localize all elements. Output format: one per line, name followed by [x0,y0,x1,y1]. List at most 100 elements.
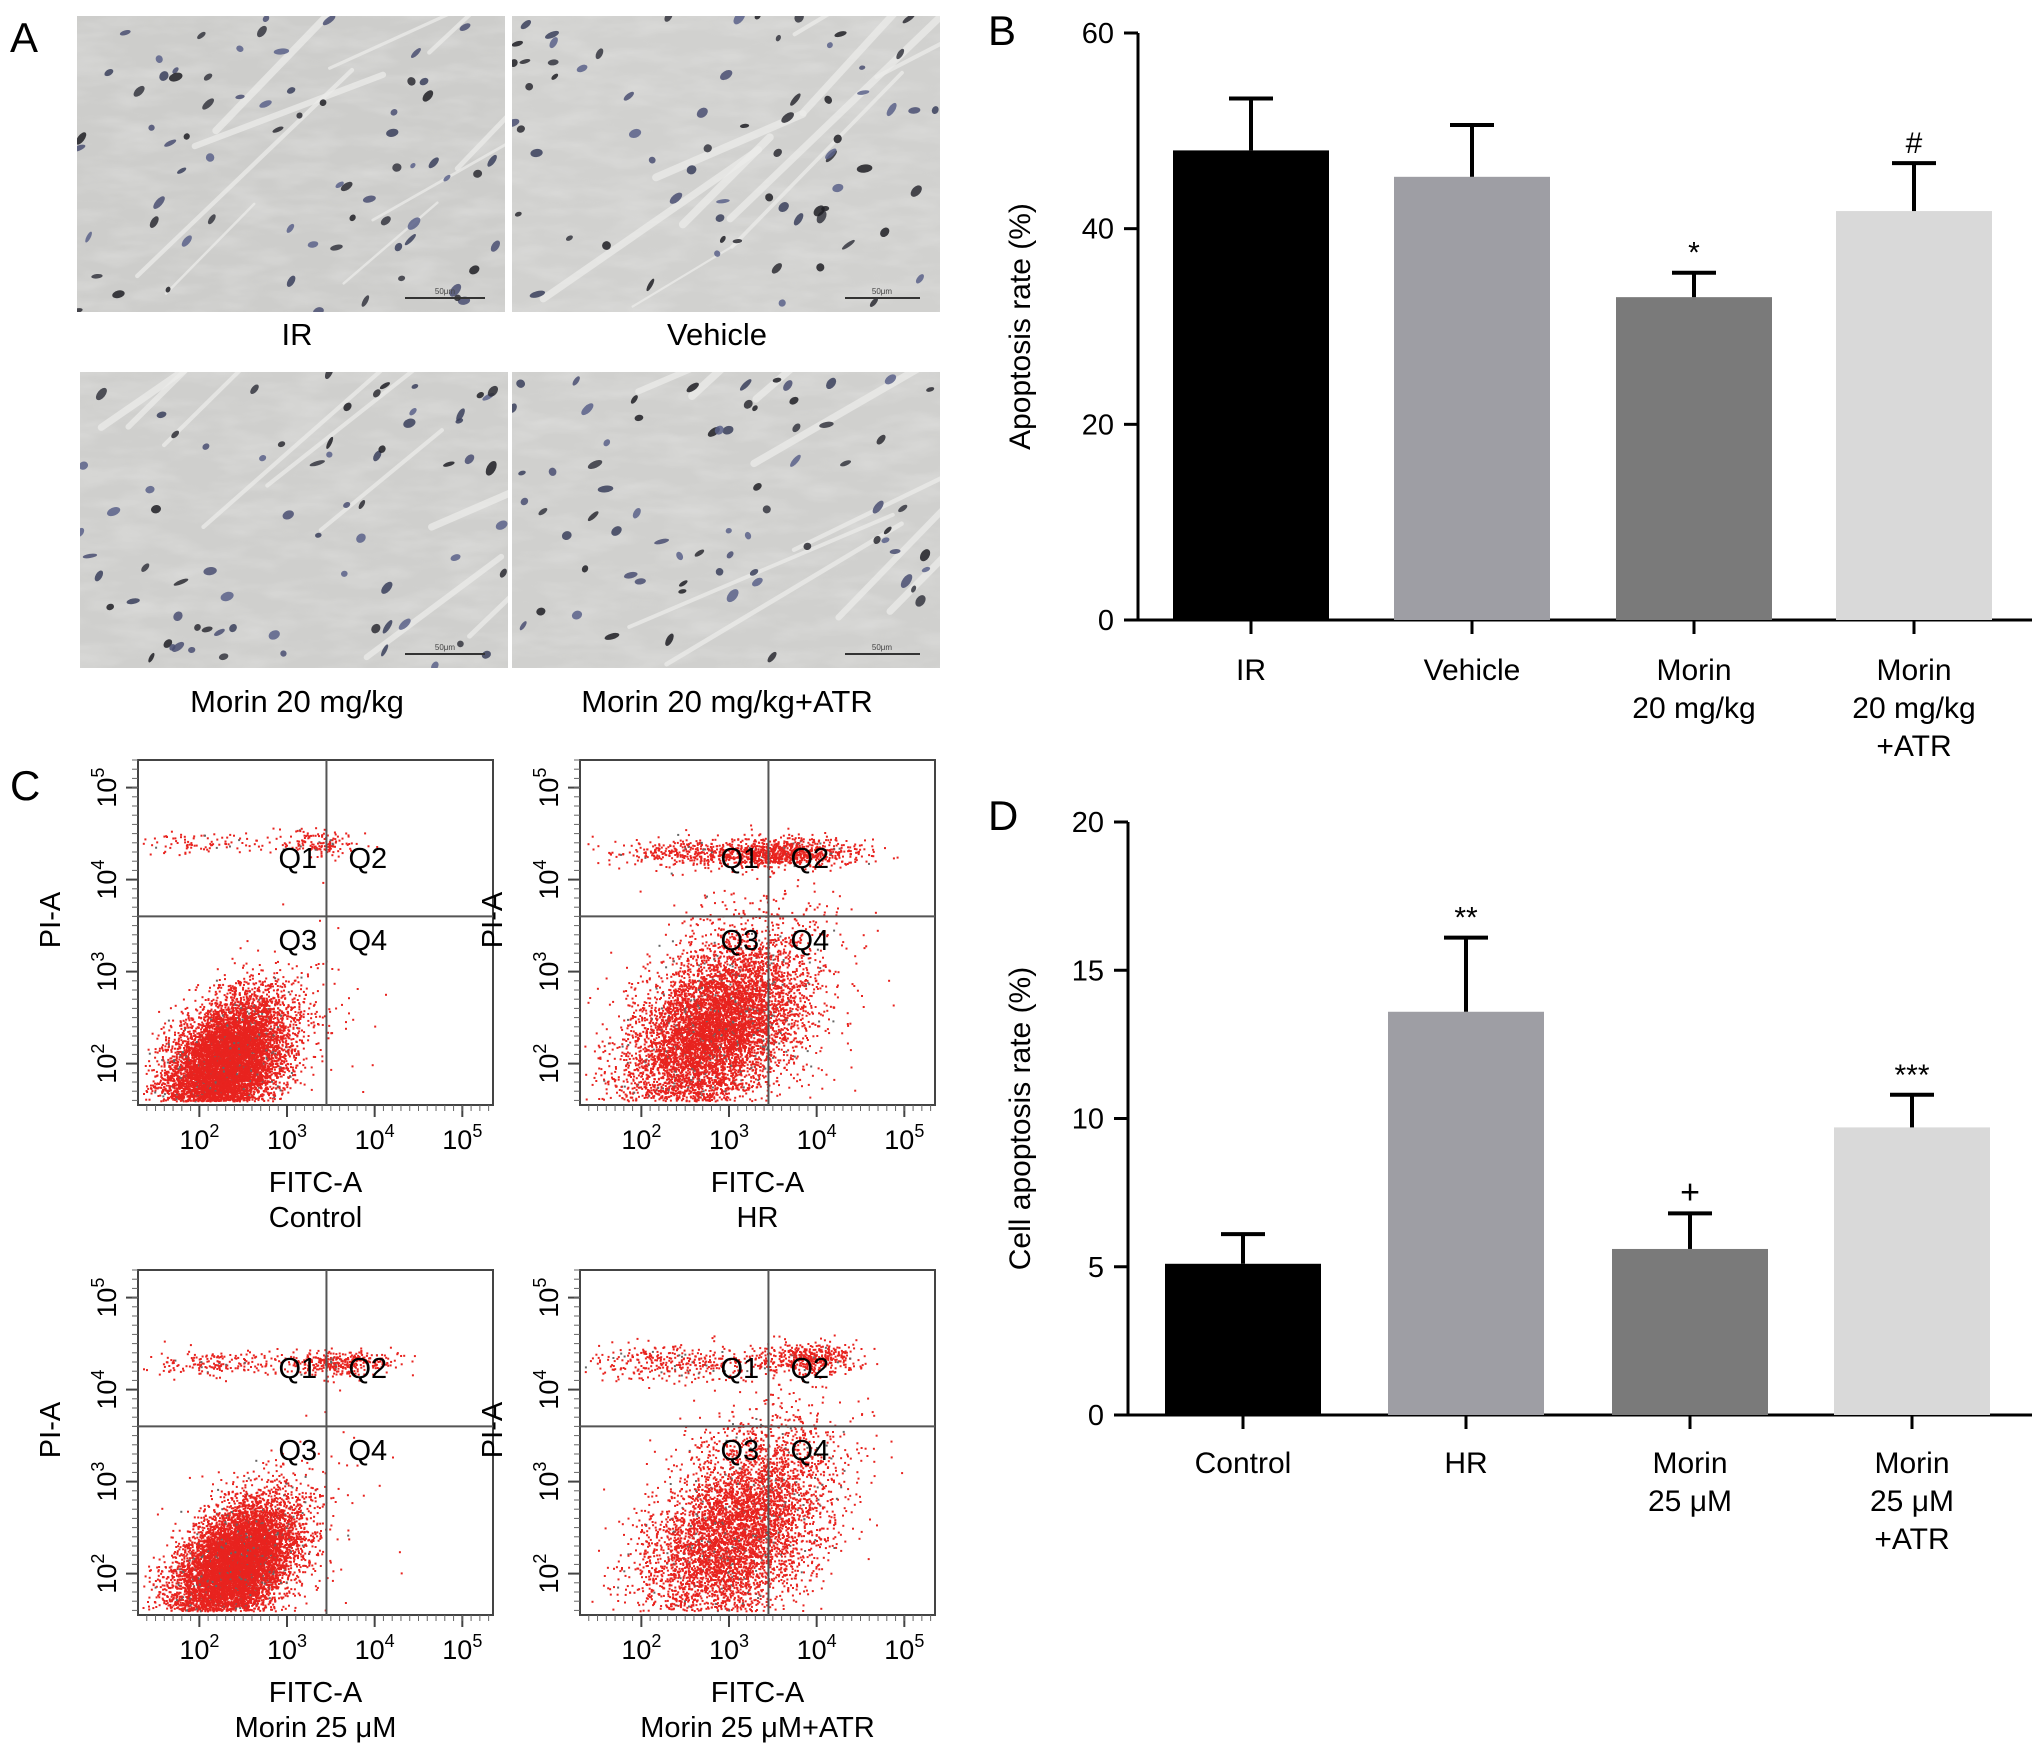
y-tick-label: 104 [88,860,122,900]
nucleus [250,384,259,394]
x-tick-label: 103 [267,1121,307,1155]
nucleus [403,418,416,428]
scale-bar-label: 50μm [435,643,456,652]
micrograph-morin-atr: 50μm [512,372,940,668]
nucleus [529,290,546,298]
nucleus [654,538,670,545]
x-tick-label: 105 [884,1631,924,1665]
y-tick-label: 103 [530,1462,564,1502]
quadrant-label: Q4 [348,1435,387,1467]
nucleus [754,16,761,20]
plot-frame [579,1269,936,1616]
nucleus [296,112,303,119]
nucleus [307,241,319,248]
x-tick-label: 103 [709,1631,749,1665]
fiber-gap [201,372,383,530]
nucleus [703,144,712,153]
quadrant-label: Q4 [348,925,387,957]
nucleus [762,505,771,514]
y-tick-label: 0 [1098,605,1114,637]
nucleus [665,633,674,646]
fiber-gap [539,146,763,303]
nucleus [236,45,244,52]
nucleus [340,570,348,577]
nucleus [313,307,324,312]
y-tick-label: 103 [530,952,564,992]
nucleus [859,65,866,70]
nucleus [919,549,931,562]
nucleus [259,100,272,108]
nucleus [876,434,886,445]
nucleus [171,641,185,652]
x-tick-label: HR [1444,1447,1487,1480]
nucleus [172,67,179,74]
nucleus [869,297,879,307]
fiber-gap [342,201,439,285]
nucleus [915,274,924,284]
nucleus [398,275,406,282]
nucleus [324,372,334,380]
fiber-gap [454,115,505,172]
y-tick-label: 15 [1072,955,1104,987]
fiber-gap [730,70,904,249]
nucleus [715,214,725,222]
fiber-gap [363,553,505,661]
scale-bar-label: 50μm [872,287,893,296]
nucleus [419,77,429,86]
nucleus [286,275,296,287]
nucleus [77,144,86,152]
nucleus [407,217,421,230]
nucleus [371,623,381,634]
x-tick-label: 104 [797,1631,837,1665]
y-axis-title: PI-A [35,891,67,948]
fiber-gap [318,428,444,532]
event-points [584,1334,904,1613]
nucleus [826,42,833,49]
nucleus [825,148,837,160]
x-tick-label: Vehicle [1424,654,1521,687]
nucleus [77,132,87,145]
y-tick-label: 102 [530,1044,564,1084]
fiber-gap [835,508,940,621]
fiber-gap [135,67,355,279]
nucleus [744,531,752,540]
nucleus [889,549,901,555]
nucleus [512,403,517,413]
nucleus [715,567,724,576]
x-tick-label: 103 [267,1631,307,1665]
nucleus [381,644,389,657]
nucleus [512,59,518,67]
x-tick-label: Control [1195,1447,1292,1480]
plot-frame [137,1269,494,1616]
fiber-gap [627,512,895,629]
nucleus [207,214,216,225]
nucleus [883,526,892,535]
x-axis-title: FITC-A [711,1167,805,1199]
nucleus [309,460,325,467]
nucleus [410,162,416,169]
nucleus [733,16,746,25]
x-tick-label-line: 25 μM [1648,1485,1732,1518]
flow-plot-control: 102 102 103 103 104 104 105 105 Q1 Q2 Q3 Q4 FITC-ACo… [35,759,494,1234]
y-tick-label: 104 [88,1370,122,1410]
nucleus [771,263,782,274]
nucleus [790,93,801,106]
nucleus [926,387,935,392]
x-tick-label: 104 [797,1121,837,1155]
nucleus [794,16,804,23]
nucleus [911,585,917,593]
nucleus [775,34,781,42]
nucleus [581,403,594,416]
nucleus [330,244,343,251]
nucleus [282,510,294,520]
nucleus [886,102,897,117]
nucleus [900,574,913,588]
nucleus [678,589,687,594]
nucleus [686,165,697,175]
nucleus [82,553,98,559]
nucleus [268,630,280,640]
micrograph-vehicle: 50μm [512,16,940,312]
nucleus [752,405,758,412]
fiber-gap [664,521,904,667]
nucleus [603,439,611,447]
